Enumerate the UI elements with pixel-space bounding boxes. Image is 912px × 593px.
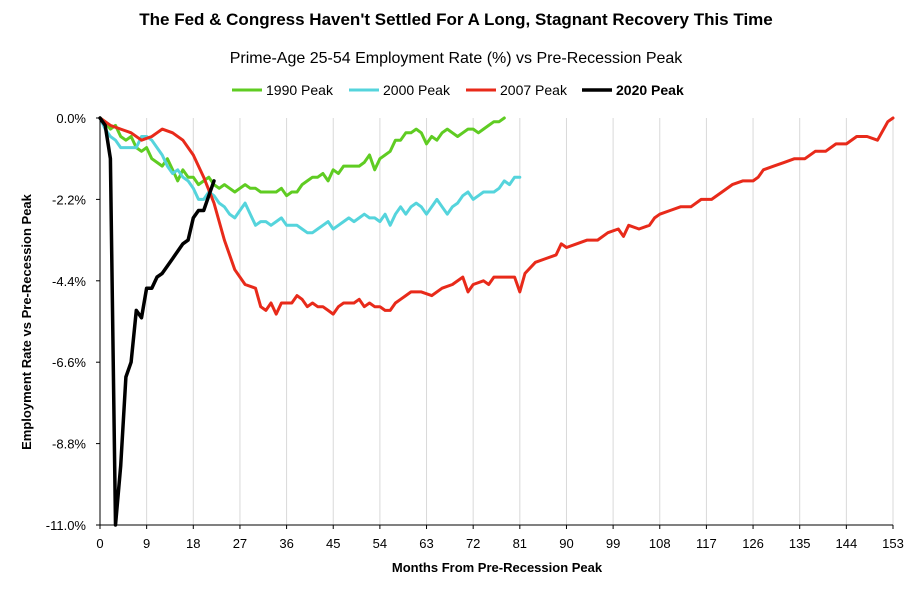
x-tick-label: 99 — [606, 536, 620, 551]
x-tick-label: 9 — [143, 536, 150, 551]
legend-label-2: 2007 Peak — [500, 82, 568, 98]
y-axis-label: Employment Rate vs Pre-Recession Peak — [19, 193, 34, 450]
x-tick-label: 0 — [96, 536, 103, 551]
x-tick-label: 153 — [882, 536, 904, 551]
grid — [146, 118, 894, 525]
y-tick-label: -4.4% — [52, 274, 86, 289]
chart-title: The Fed & Congress Haven't Settled For A… — [139, 10, 772, 29]
x-tick-label: 45 — [326, 536, 340, 551]
y-tick-label: 0.0% — [56, 111, 86, 126]
y-tick-labels: 0.0% -2.2% -4.4% -6.6% -8.8% -11.0% — [46, 111, 100, 533]
x-tick-label: 54 — [373, 536, 387, 551]
chart-subtitle: Prime-Age 25-54 Employment Rate (%) vs P… — [230, 50, 684, 67]
legend: 1990 Peak 2000 Peak 2007 Peak 2020 Peak — [232, 82, 684, 98]
series-layer — [98, 116, 895, 527]
x-tick-labels: 0 9 18 27 36 45 54 63 72 81 90 99 108 117 126 135 144 153 — [96, 525, 904, 551]
legend-label-1: 2000 Peak — [383, 82, 451, 98]
x-tick-label: 117 — [696, 536, 717, 551]
series-line-0 — [98, 116, 506, 198]
series-line-1 — [98, 116, 522, 235]
y-tick-label: -6.6% — [52, 355, 86, 370]
x-tick-label: 27 — [233, 536, 247, 551]
series-line-3 — [98, 116, 216, 527]
x-tick-label: 63 — [419, 536, 433, 551]
x-tick-label: 81 — [513, 536, 527, 551]
x-tick-label: 108 — [649, 536, 671, 551]
x-tick-label: 135 — [789, 536, 811, 551]
legend-label-3: 2020 Peak — [616, 82, 684, 98]
x-axis-label: Months From Pre-Recession Peak — [392, 560, 603, 575]
x-tick-label: 36 — [279, 536, 293, 551]
series-line-2 — [98, 116, 895, 316]
y-tick-label: -11.0% — [46, 518, 87, 533]
x-tick-label: 126 — [742, 536, 764, 551]
x-tick-label: 90 — [559, 536, 573, 551]
x-tick-label: 18 — [186, 536, 200, 551]
legend-label-0: 1990 Peak — [266, 82, 334, 98]
y-tick-label: -2.2% — [52, 192, 86, 207]
axes — [99, 118, 893, 526]
x-tick-label: 144 — [836, 536, 858, 551]
x-tick-label: 72 — [466, 536, 480, 551]
y-tick-label: -8.8% — [52, 437, 86, 452]
